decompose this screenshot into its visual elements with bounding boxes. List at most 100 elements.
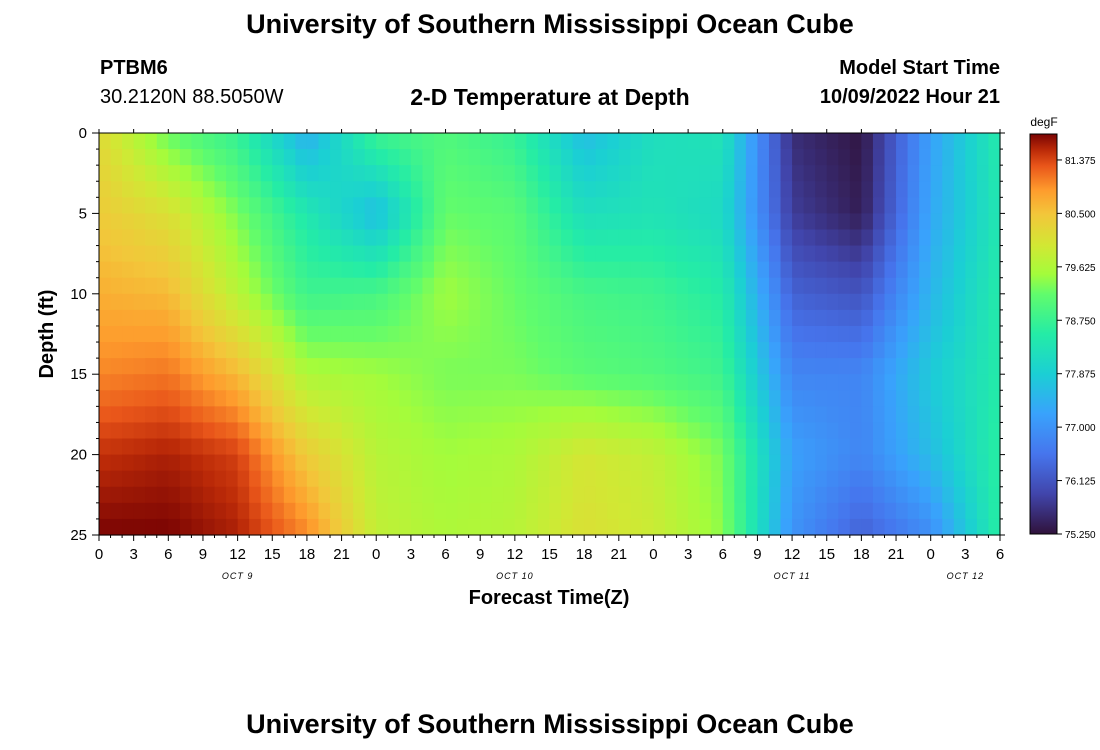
heatmap-cell [387, 325, 400, 343]
heatmap-cell [202, 149, 216, 166]
heatmap-cell [976, 277, 990, 295]
heatmap-cell [410, 454, 424, 472]
heatmap-cell [457, 197, 470, 214]
heatmap-cell [364, 277, 377, 295]
heatmap-cell [745, 486, 759, 504]
heatmap-cell [884, 342, 897, 359]
heatmap-cell [202, 438, 216, 456]
heatmap-cell [757, 406, 770, 424]
heatmap-cell [179, 390, 193, 407]
x-tick-label: 0 [927, 546, 935, 563]
heatmap-cell [584, 438, 597, 456]
heatmap-cell [861, 213, 874, 231]
heatmap-cell [295, 293, 308, 311]
heatmap-cell [826, 470, 839, 488]
heatmap-cell [468, 406, 481, 424]
heatmap-cell [768, 422, 782, 440]
heatmap-cell [930, 149, 943, 166]
heatmap-cell [896, 390, 909, 407]
heatmap-cell [780, 342, 793, 359]
heatmap-cell [976, 309, 990, 327]
heatmap-cell [849, 502, 862, 520]
heatmap-cell [202, 293, 216, 311]
heatmap-cell [884, 277, 897, 295]
heatmap-cell [595, 438, 608, 456]
heatmap-cell [191, 213, 204, 231]
heatmap-cell [595, 149, 608, 166]
heatmap-cell [179, 518, 193, 536]
heatmap-cell [410, 277, 424, 295]
heatmap-cell [410, 213, 424, 231]
heatmap-cell [826, 406, 839, 424]
heatmap-cell [491, 390, 504, 407]
heatmap-cell [445, 406, 458, 424]
heatmap-cell [226, 438, 239, 456]
heatmap-cell [607, 342, 620, 359]
heatmap-cell [780, 518, 793, 536]
heatmap-cell [202, 213, 216, 231]
heatmap-cell [491, 342, 504, 359]
heatmap-cell [780, 213, 793, 231]
heatmap-cell [942, 358, 955, 375]
y-tick-label: 20 [70, 447, 87, 464]
heatmap-cell [156, 358, 169, 375]
heatmap-cell [711, 149, 724, 166]
heatmap-cell [364, 149, 377, 166]
heatmap-cell [237, 261, 250, 279]
heatmap-cell [919, 181, 932, 198]
heatmap-cell [653, 422, 666, 440]
heatmap-cell [306, 390, 320, 407]
heatmap-cell [561, 470, 574, 488]
heatmap-cell [988, 406, 1001, 424]
heatmap-cell [468, 213, 481, 231]
heatmap-cell [757, 213, 770, 231]
heatmap-cell [930, 245, 943, 263]
heatmap-cell [815, 149, 828, 166]
heatmap-cell [919, 358, 932, 375]
heatmap-cell [99, 149, 112, 166]
heatmap-cell [514, 502, 527, 520]
heatmap-cell [907, 197, 920, 214]
heatmap-cell [653, 261, 666, 279]
heatmap-cell [99, 454, 112, 472]
heatmap-cell [514, 438, 527, 456]
heatmap-cell [572, 406, 585, 424]
heatmap-cell [745, 470, 759, 488]
heatmap-cell [942, 406, 955, 424]
heatmap-cell [630, 245, 643, 263]
heatmap-cell [757, 149, 770, 166]
x-tick-label: 6 [719, 546, 727, 563]
heatmap-cell [896, 245, 909, 263]
heatmap-cell [330, 470, 343, 488]
heatmap-cell [122, 325, 135, 343]
heatmap-cell [376, 245, 389, 263]
heatmap-cell [330, 454, 343, 472]
heatmap-cell [884, 422, 897, 440]
heatmap-cell [896, 454, 909, 472]
heatmap-cell [607, 358, 620, 375]
heatmap-cell [283, 486, 296, 504]
heatmap-cell [965, 325, 978, 343]
heatmap-cell [572, 518, 585, 536]
heatmap-cell [561, 422, 574, 440]
heatmap-cell [676, 149, 689, 166]
heatmap-cell [433, 149, 447, 166]
heatmap-cell [826, 261, 839, 279]
heatmap-cell [214, 358, 227, 375]
heatmap-cell [410, 309, 424, 327]
heatmap-cell [572, 229, 585, 247]
heatmap-cell [110, 133, 123, 150]
heatmap-cell [410, 358, 424, 375]
heatmap-cell [618, 261, 631, 279]
heatmap-cell [919, 438, 932, 456]
heatmap-cell [861, 406, 874, 424]
heatmap-cell [283, 309, 296, 327]
heatmap-cell [376, 149, 389, 166]
heatmap-cell [561, 325, 574, 343]
heatmap-cell [919, 502, 932, 520]
heatmap-cell [214, 342, 227, 359]
heatmap-cell [699, 406, 712, 424]
heatmap-cell [988, 261, 1001, 279]
heatmap-cell [641, 342, 655, 359]
heatmap-cell [364, 358, 377, 375]
